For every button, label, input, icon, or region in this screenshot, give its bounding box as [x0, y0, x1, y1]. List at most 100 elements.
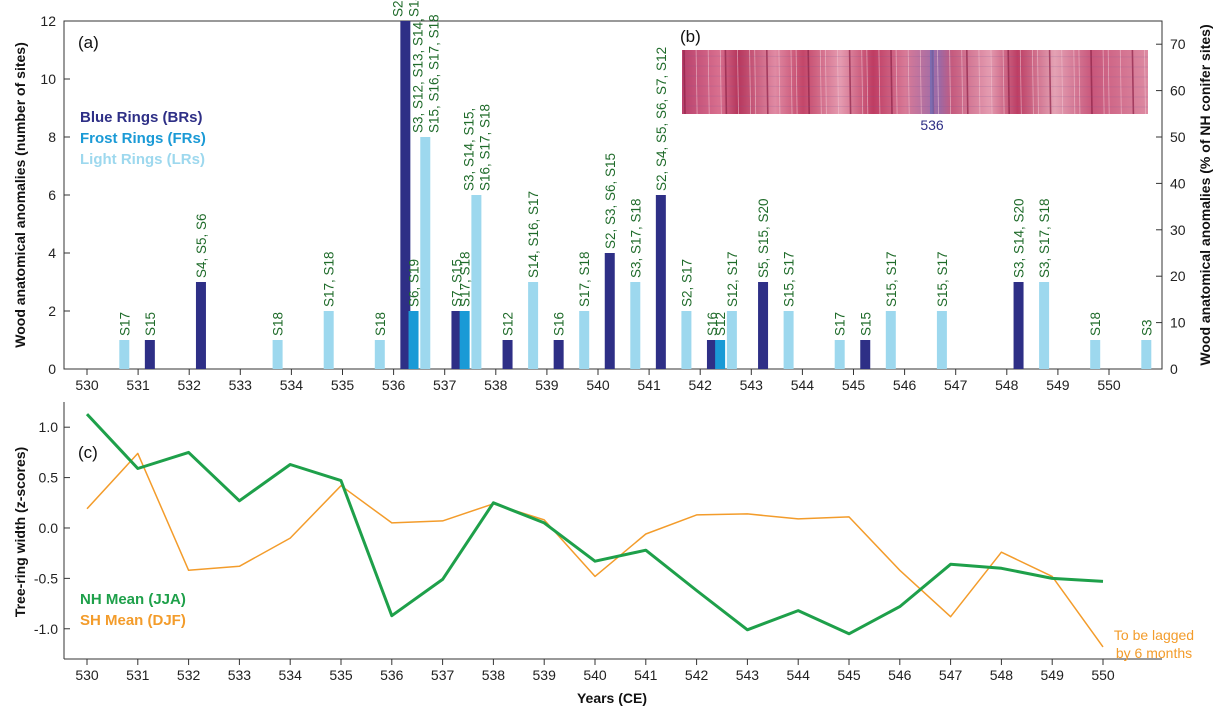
wood-fiber	[825, 49, 827, 115]
wood-section-photo	[682, 50, 1148, 114]
x-tick-label: 539	[533, 667, 557, 683]
site-label: S2, S17	[679, 259, 694, 307]
bar	[400, 21, 411, 369]
site-label: S4, S5, S6	[194, 213, 209, 278]
site-label: S16, S17, S18	[477, 104, 492, 191]
wood-fiber	[978, 49, 981, 115]
site-label: S2, S3, S6, S15	[603, 153, 618, 249]
wood-ray	[681, 65, 1149, 68]
x-tick-label: 533	[229, 377, 253, 393]
sh-annotation-line-2: by 6 months	[1116, 645, 1192, 661]
site-label: S12, S17	[725, 251, 740, 307]
panel-a-bars: S17 S15 S4, S5, S6 S18 S17, S18 S18 S2, S3, S4…	[117, 0, 1154, 369]
panel-a-ylabel: Wood anatomical anomalies (number of sit…	[12, 42, 28, 347]
x-tick-label: 547	[939, 667, 963, 683]
site-label: S3, S12, S13, S14,	[410, 18, 425, 133]
wood-ray	[681, 75, 1149, 78]
wood-fiber	[1073, 49, 1076, 115]
site-label: S14, S16, S17	[526, 191, 541, 278]
site-label: S18	[271, 312, 286, 336]
y-tick-label: -0.5	[34, 570, 58, 586]
legend-light-rings: Light Rings (LRs)	[80, 151, 205, 168]
wood-fiber	[1061, 49, 1064, 115]
y-tick-label: 12	[40, 13, 56, 29]
x-tick-label: 545	[837, 667, 861, 683]
y-tick-label: 8	[48, 129, 56, 145]
panel-b-wood-image: (b) 536	[676, 24, 1154, 138]
x-tick-label: 547	[944, 377, 968, 393]
panel-b-tag: (b)	[680, 27, 701, 46]
panel-c-y-axis: 1.0 0.5 0.0 -0.5 -1.0	[34, 419, 70, 637]
wood-fiber	[1119, 49, 1122, 115]
x-tick-label: 544	[787, 667, 811, 683]
y2-tick-label: 40	[1170, 175, 1186, 191]
site-label: S18	[373, 312, 388, 336]
wood-fiber	[754, 49, 757, 115]
wood-fiber	[966, 49, 969, 115]
x-tick-label: 539	[535, 377, 559, 393]
x-tick-label: 537	[433, 377, 457, 393]
site-label: S6, S19	[407, 259, 422, 307]
y-tick-label: 0.5	[39, 470, 59, 486]
bar	[579, 311, 590, 369]
x-tick-label: 532	[178, 377, 202, 393]
nh-mean-line	[85, 413, 1104, 636]
bar	[323, 311, 334, 369]
x-tick-label: 535	[331, 377, 355, 393]
bar	[715, 340, 726, 369]
wood-fiber	[695, 49, 698, 115]
bar	[119, 340, 130, 369]
wood-fiber	[890, 49, 893, 115]
x-tick-label: 543	[736, 667, 760, 683]
x-tick-label: 540	[583, 667, 607, 683]
x-tick-label: 531	[126, 377, 150, 393]
bar	[630, 282, 641, 369]
x-tick-label: 534	[280, 377, 304, 393]
site-label: S17, S18	[322, 251, 337, 307]
panel-a-y2label: Wood anatomical anomalies (% of NH conif…	[1197, 24, 1213, 365]
site-label: S3, S17, S18	[628, 198, 643, 278]
y-tick-label: 1.0	[39, 419, 59, 435]
wood-ray	[681, 105, 1149, 108]
site-label: S15	[143, 312, 158, 336]
site-label: S3, S17, S18	[1037, 198, 1052, 278]
bar	[783, 311, 794, 369]
bar	[1039, 282, 1050, 369]
wood-fiber	[795, 49, 798, 115]
wood-fiber	[895, 49, 898, 115]
x-tick-label: 548	[995, 377, 1019, 393]
wood-fiber	[837, 49, 839, 115]
site-label: S3	[1139, 319, 1154, 336]
bar	[834, 340, 845, 369]
bar	[706, 340, 717, 369]
legend: Blue Rings (BRs) Frost Rings (FRs) Light…	[80, 109, 206, 168]
x-tick-label: 535	[329, 667, 353, 683]
wood-fiber	[990, 49, 993, 115]
y-tick-label: 6	[48, 187, 56, 203]
site-label: S3, S14, S20	[1012, 198, 1027, 278]
y2-tick-label: 50	[1170, 129, 1186, 145]
wood-fiber	[1037, 49, 1039, 115]
panel-a-tag: (a)	[78, 33, 99, 52]
site-label: S15, S16, S17, S18	[426, 14, 441, 133]
y2-tick-label: 0	[1170, 361, 1178, 377]
wood-fiber	[1019, 49, 1022, 115]
bar	[471, 195, 482, 369]
x-tick-label: 545	[842, 377, 866, 393]
site-label: S16	[705, 312, 720, 336]
wood-fiber	[1007, 49, 1010, 115]
panel-a-left-axis: 0 2 4 6 8 10 12	[40, 13, 70, 377]
y2-tick-label: 10	[1170, 315, 1186, 331]
bar	[1141, 340, 1152, 369]
wood-fiber	[861, 49, 864, 115]
site-label: S17, S18	[458, 251, 473, 307]
x-tick-label: 541	[634, 667, 658, 683]
bar	[451, 311, 462, 369]
y-tick-label: 2	[48, 303, 56, 319]
site-label: S14, S16, S17, S18, S19, S20	[406, 0, 421, 17]
site-label: S15, S17	[884, 251, 899, 307]
wood-fiber	[807, 49, 810, 115]
wood-fiber	[819, 49, 822, 115]
x-tick-label: 541	[637, 377, 661, 393]
sh-mean-line	[86, 452, 1104, 648]
